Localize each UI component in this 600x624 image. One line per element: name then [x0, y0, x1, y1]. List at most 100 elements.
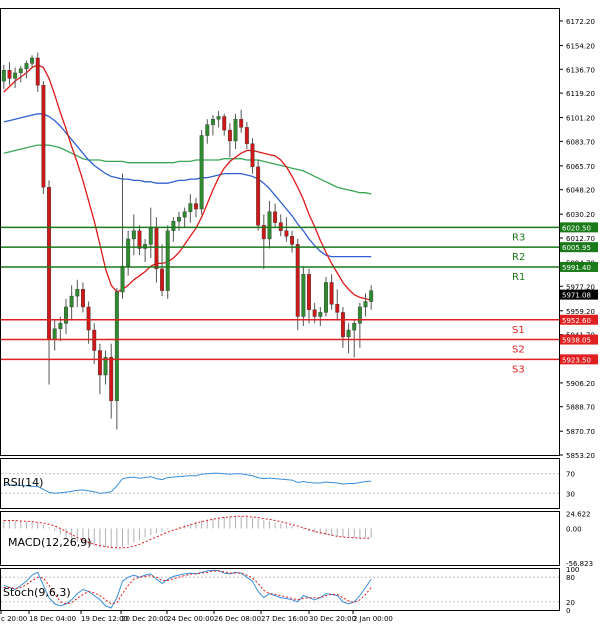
- stoch-panel-frame: [0, 568, 560, 611]
- price-tick-label: 5977.20: [566, 283, 595, 291]
- candle-up: [165, 230, 170, 291]
- rsi-tick-label: 70: [566, 471, 575, 479]
- candle-down: [329, 282, 334, 305]
- ma-red-line: [3, 64, 372, 301]
- price-tick-label: 5888.70: [566, 404, 595, 412]
- candle-down: [109, 357, 114, 402]
- level-price-label: 5991.40: [562, 264, 591, 272]
- time-tick-label: 19 Dec 12:00: [81, 615, 128, 623]
- rsi-panel: 70 30: [1, 471, 575, 498]
- rsi-tick-label: 30: [566, 490, 575, 498]
- candle-up: [216, 116, 221, 120]
- time-tick-label: 2 Jan 00:00: [353, 615, 393, 623]
- candle-down: [41, 84, 46, 188]
- time-tick-label: c 20:00: [1, 615, 27, 623]
- stoch-tick-label: 80: [566, 574, 575, 582]
- candle-up: [120, 265, 125, 293]
- candle-down: [261, 225, 266, 240]
- main-panel-frame: [0, 8, 560, 456]
- candle-up: [148, 227, 153, 245]
- stoch-label: Stoch(9,6,3): [3, 586, 71, 599]
- price-tick-label: 6065.70: [566, 163, 595, 171]
- level-price-label: 5938.05: [562, 337, 591, 345]
- candle-down: [86, 306, 91, 331]
- candle-down: [312, 309, 317, 317]
- price-tick-label: 6154.20: [566, 42, 595, 50]
- candle-down: [284, 230, 289, 237]
- candle-up: [75, 289, 80, 297]
- stoch-tick-label: 100: [566, 566, 579, 574]
- macd-tick-label: 0.00: [566, 525, 582, 533]
- candle-down: [250, 143, 255, 168]
- candle-up: [318, 312, 323, 317]
- current-price: 5971.08: [560, 289, 598, 300]
- level-price-label: 6005.95: [562, 244, 591, 252]
- price-tick-label: 6030.20: [566, 211, 595, 219]
- time-tick-label: 20 Dec 20:00: [121, 615, 168, 623]
- candle-down: [97, 350, 102, 376]
- price-tick-label: 6101.20: [566, 115, 595, 123]
- rsi-line: [3, 472, 372, 494]
- candle-up: [64, 306, 68, 324]
- price-tick-label: 5959.20: [566, 308, 595, 316]
- price-tick-label: 6083.70: [566, 138, 595, 146]
- candle-up: [114, 291, 119, 402]
- level-price-label: 5952.60: [562, 317, 591, 325]
- candle-up: [188, 203, 193, 212]
- time-tick-label: 30 Dec 20:00: [309, 615, 356, 623]
- ma-blue-line: [3, 113, 372, 258]
- stoch-tick-label: 20: [566, 599, 575, 607]
- level-price-tag: [560, 334, 598, 345]
- price-tick-label: 6172.20: [566, 18, 595, 26]
- time-tick-label: 27 Dec 16:00: [261, 615, 308, 623]
- candle-up: [177, 216, 181, 222]
- level-name-s1: S1: [512, 325, 525, 336]
- candle-up: [233, 119, 238, 142]
- candle-up: [182, 211, 187, 218]
- candle-down: [227, 129, 232, 142]
- macd-label: MACD(12,26,9): [8, 536, 92, 549]
- candle-up: [126, 238, 131, 267]
- price-tick-label: 6119.20: [566, 90, 595, 98]
- candle-up: [363, 301, 368, 308]
- candle-up: [324, 282, 328, 313]
- candlesticks: [1, 52, 374, 430]
- candle-up: [52, 328, 57, 340]
- level-price-tag: [560, 242, 598, 253]
- price-tick-label: 6012.70: [566, 235, 595, 243]
- candle-down: [273, 211, 278, 223]
- level-name-r3: R3: [512, 232, 525, 243]
- candle-up: [352, 323, 357, 331]
- candle-down: [154, 227, 159, 270]
- level-price-tag: [560, 354, 598, 365]
- moving-averages: [3, 64, 372, 301]
- candle-down: [35, 57, 40, 86]
- macd-panel-frame: [0, 511, 560, 566]
- candle-up: [24, 63, 29, 70]
- stoch-d-line: [3, 570, 372, 605]
- candle-up: [267, 211, 272, 240]
- price-tick-label: 5853.20: [566, 452, 595, 460]
- candle-up: [346, 329, 351, 338]
- candle-down: [47, 187, 51, 340]
- macd-tick-label: 24.622: [566, 510, 591, 518]
- candle-down: [222, 116, 227, 131]
- candle-down: [194, 203, 198, 210]
- price-tick-label: 5870.70: [566, 428, 595, 436]
- price-tick-label: 6048.20: [566, 187, 595, 195]
- candle-down: [137, 230, 142, 249]
- level-price-tag: [560, 314, 598, 325]
- candle-down: [244, 127, 249, 144]
- price-tick-label: 6136.70: [566, 66, 595, 74]
- candle-up: [369, 290, 374, 302]
- level-price-label: 5923.50: [562, 356, 591, 364]
- macd-tick-label: -56.823: [566, 560, 593, 568]
- rsi-panel-frame: [0, 458, 560, 509]
- current-price-label: 5971.08: [562, 292, 591, 300]
- ma-green-line: [3, 144, 372, 195]
- candle-up: [131, 230, 136, 240]
- candle-up: [210, 119, 215, 125]
- candle-up: [171, 221, 176, 231]
